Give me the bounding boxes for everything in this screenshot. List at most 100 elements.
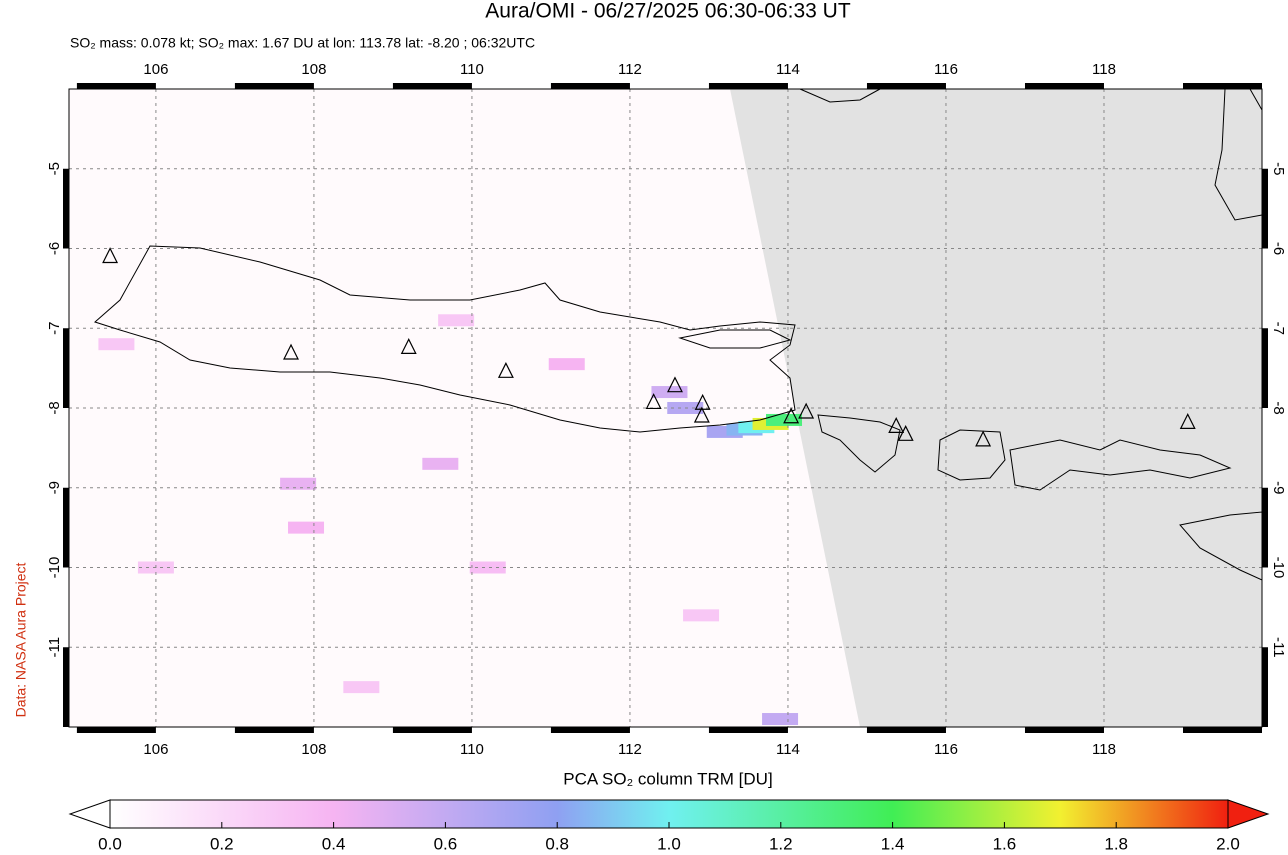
volcano — [667, 376, 683, 393]
so2-pixel — [469, 561, 506, 574]
volcano — [888, 417, 905, 433]
colorbar-tick-label: 0.8 — [545, 834, 569, 853]
colorbar-tick-label: 1.8 — [1104, 834, 1128, 853]
x-tick-label: 118 — [1092, 61, 1116, 78]
subtitle: SO₂ mass: 0.078 kt; SO₂ max: 1.67 DU at … — [70, 35, 535, 51]
y-tick-label: -10 — [46, 557, 63, 579]
colorbar-label: PCA SO₂ column TRM [DU] — [563, 769, 772, 788]
frame-bar — [550, 83, 630, 89]
y-tick-label: -6 — [1270, 242, 1287, 255]
volcano — [400, 338, 417, 354]
colorbar-tick-label: 2.0 — [1216, 834, 1240, 853]
volcano — [783, 407, 800, 424]
x-tick-label: 110 — [460, 741, 484, 758]
frame-bar — [708, 727, 788, 733]
frame-bar — [1182, 727, 1262, 733]
coastline-bali — [817, 414, 901, 473]
so2-pixel — [422, 457, 459, 470]
title: Aura/OMI - 06/27/2025 06:30-06:33 UT — [485, 0, 851, 23]
volcano — [1179, 413, 1196, 429]
colorbar-under — [68, 799, 111, 829]
colorbar-tick-label: 1.6 — [993, 834, 1017, 853]
y-tick-label: -9 — [1270, 481, 1287, 494]
frame-bar — [234, 727, 314, 733]
so2-pixel — [288, 521, 325, 534]
x-tick-label: 116 — [934, 741, 958, 758]
frame-bar — [1262, 168, 1268, 249]
so2-pixel — [280, 477, 317, 490]
so2-pixel — [438, 314, 475, 327]
frame-bar — [550, 727, 630, 733]
volcano — [497, 361, 514, 378]
frame-bar — [76, 727, 156, 733]
coastline-lombok — [937, 429, 1006, 481]
frame-bar — [392, 727, 472, 733]
x-tick-label: 106 — [143, 61, 168, 78]
y-tick-label: -7 — [46, 322, 63, 335]
frame-bar — [76, 83, 156, 89]
so2-pixel — [98, 338, 135, 351]
y-tick-label: -5 — [1270, 162, 1287, 175]
y-tick-label: -8 — [1270, 401, 1287, 414]
colorbar-tick-label: 0.0 — [98, 834, 122, 853]
coastline-sumbawa — [1009, 439, 1232, 491]
volcano — [283, 343, 299, 360]
volcano — [102, 247, 119, 264]
so2-pixel — [762, 713, 799, 726]
colorbar-tick-label: 0.2 — [210, 834, 234, 853]
frame-bar — [63, 328, 69, 408]
frame-bar — [708, 83, 788, 89]
y-tick-label: -11 — [1270, 637, 1287, 658]
y-tick-label: -10 — [1270, 557, 1287, 579]
so2-pixel — [343, 681, 380, 694]
x-tick-label: 116 — [934, 61, 958, 78]
frame-bar — [1024, 727, 1104, 733]
volcano — [798, 402, 815, 419]
coastline-java — [94, 245, 796, 433]
colorbar-tick-label: 1.4 — [881, 834, 905, 853]
x-tick-label: 114 — [776, 61, 800, 78]
credit: Data: NASA Aura Project — [13, 562, 29, 717]
frame-bar — [63, 168, 69, 249]
frame-bar — [866, 83, 946, 89]
so2-pixel — [683, 609, 720, 622]
x-tick-label: 108 — [301, 61, 326, 78]
frame-bar — [234, 83, 314, 89]
colorbar-over — [1227, 799, 1270, 829]
x-tick-label: 112 — [618, 61, 642, 78]
volcano — [897, 424, 914, 441]
y-tick-label: -9 — [46, 481, 63, 494]
frame-bar — [1262, 328, 1268, 408]
frame-bar — [1262, 487, 1268, 568]
x-tick-label: 118 — [1092, 741, 1116, 758]
y-tick-label: -7 — [1270, 322, 1287, 335]
y-tick-label: -5 — [46, 162, 63, 175]
coastline-madura — [678, 329, 792, 349]
x-tick-label: 108 — [301, 741, 326, 758]
volcano — [693, 406, 710, 423]
frame-bar — [63, 487, 69, 568]
y-tick-label: -8 — [46, 401, 63, 414]
frame-bar — [866, 727, 946, 733]
x-tick-label: 106 — [143, 741, 168, 758]
frame-bar — [1024, 83, 1104, 89]
frame-bar — [1182, 83, 1262, 89]
x-tick-label: 114 — [776, 741, 800, 758]
y-tick-label: -6 — [46, 242, 63, 255]
colorbar-tick-label: 0.4 — [322, 834, 346, 853]
colorbar-tick-label: 0.6 — [434, 834, 458, 853]
x-tick-label: 110 — [460, 61, 484, 78]
colorbar-tick-label: 1.0 — [657, 834, 681, 853]
colorbar-tick-label: 1.2 — [769, 834, 793, 853]
volcano — [975, 430, 992, 447]
coastline-borneo — [799, 88, 1263, 221]
y-tick-label: -11 — [46, 637, 63, 658]
frame-bar — [63, 647, 69, 727]
volcano — [645, 393, 662, 410]
frame-bar — [1262, 647, 1268, 727]
so2-pixel — [548, 358, 585, 371]
frame-bar — [392, 83, 472, 89]
x-tick-label: 112 — [618, 741, 642, 758]
